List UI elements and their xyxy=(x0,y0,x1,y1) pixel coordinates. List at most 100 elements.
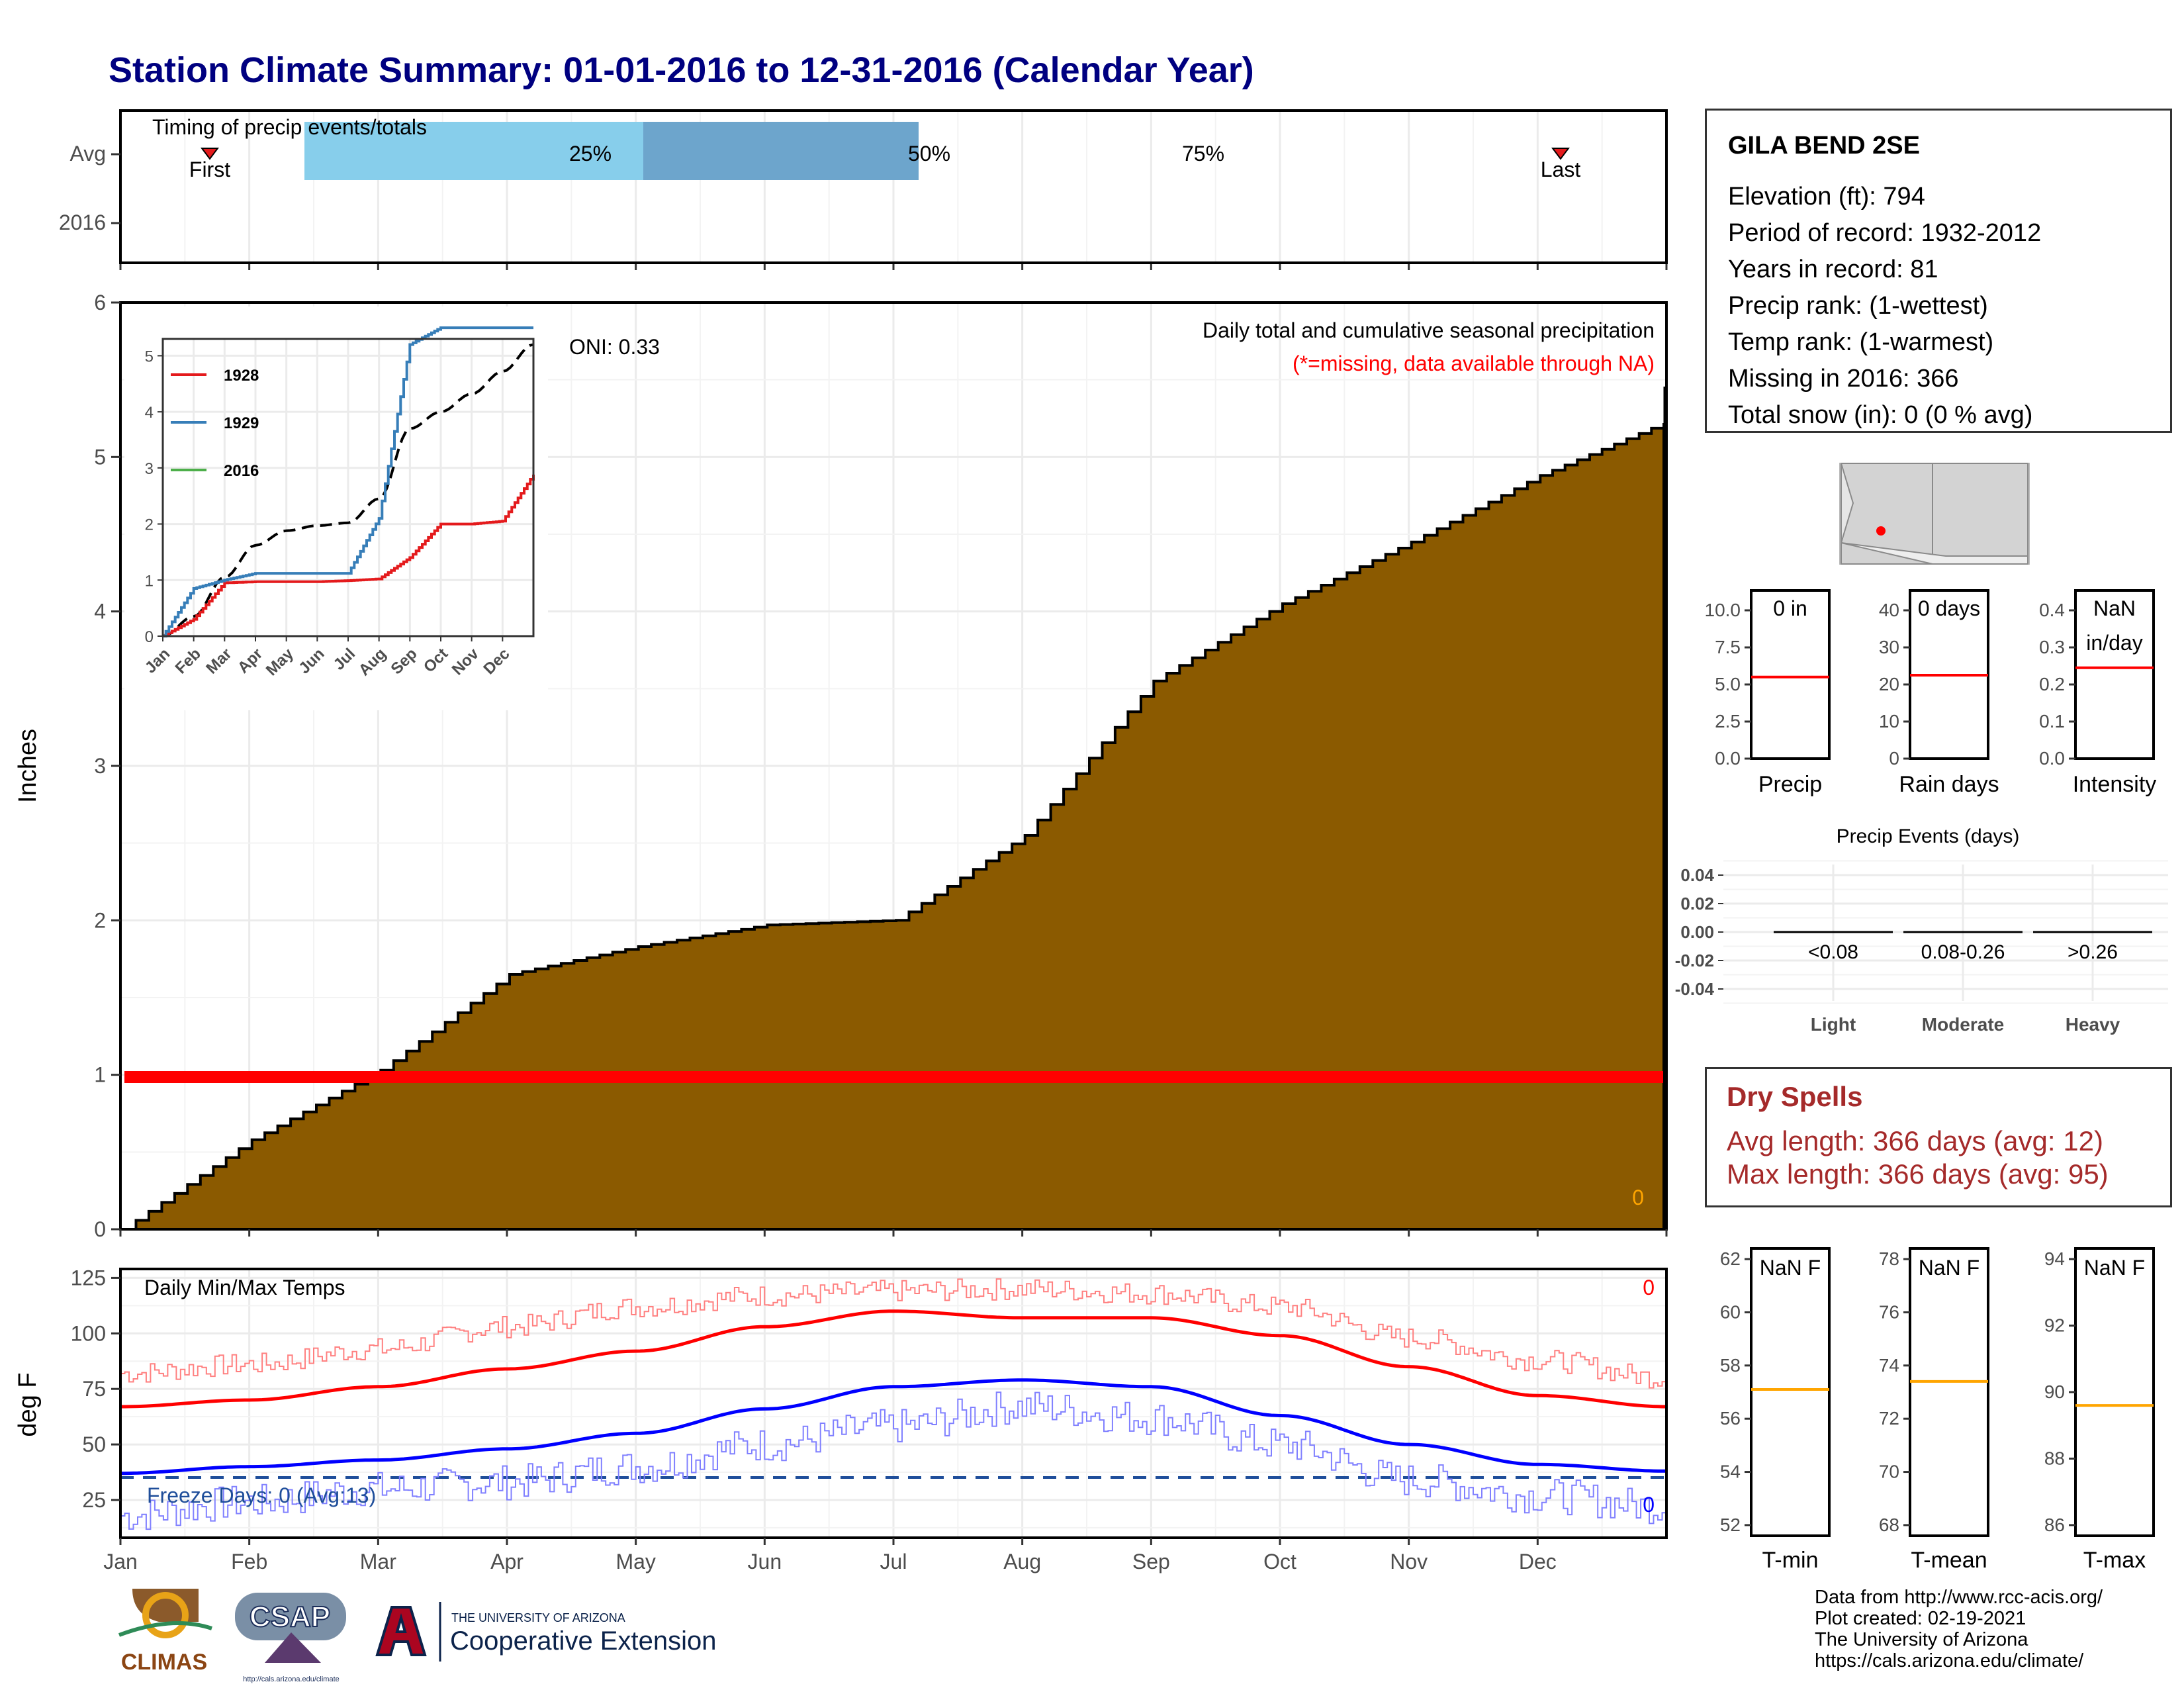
station-info-line: Elevation (ft): 794 xyxy=(1728,183,1925,211)
mini-bar-title: NaN xyxy=(2093,596,2136,620)
temp-caption: Daily Min/Max Temps xyxy=(144,1276,345,1299)
last-label: Last xyxy=(1541,158,1581,181)
precip-ytick-label: 1 xyxy=(94,1063,106,1087)
events-range-label: >0.26 xyxy=(2068,941,2118,963)
precip-events-title: Precip Events (days) xyxy=(1837,825,2020,847)
events-range-label: <0.08 xyxy=(1808,941,1858,963)
map-mexico xyxy=(1841,542,2028,565)
timing-bar-50-75 xyxy=(643,122,919,180)
station-location-marker xyxy=(1876,526,1886,536)
dry-spells-box: Dry Spells Avg length: 366 days (avg: 12… xyxy=(1705,1067,2172,1207)
inset-legend-label: 2016 xyxy=(224,462,259,480)
events-category-label: Light xyxy=(1811,1014,1856,1035)
temp-ytick-label: 25 xyxy=(82,1488,106,1512)
footer-line: Plot created: 02-19-2021 xyxy=(1815,1608,2026,1629)
precip-ytick-label: 4 xyxy=(94,600,106,624)
footer-line: https://cals.arizona.edu/climate/ xyxy=(1815,1650,2084,1671)
station-info-line: Period of record: 1932-2012 xyxy=(1728,219,2042,247)
precip-zero-label: 0 xyxy=(1632,1186,1644,1209)
precip-events-panel: Precip Events (days) 0.04 0.02 0.00 -0.02 -0… xyxy=(1675,825,2168,1035)
temp-month-label: Apr xyxy=(490,1550,523,1573)
avg-min-line xyxy=(120,1378,1666,1476)
inset-legend-label: 1929 xyxy=(224,414,259,432)
ua-a-icon xyxy=(375,1606,427,1656)
mini-bar-frame xyxy=(1750,589,1831,760)
temp-month-label: Jun xyxy=(748,1550,782,1573)
temp-ytick-label: 125 xyxy=(71,1266,106,1289)
temp-bar-frame xyxy=(1750,1247,1831,1537)
ua-logo: THE UNIVERSITY OF ARIZONA Cooperative Ex… xyxy=(375,1602,716,1662)
csap-text: CSAP xyxy=(250,1601,330,1633)
temp-month-label: Dec xyxy=(1519,1550,1557,1573)
temp-bar-tick-label: 68 xyxy=(1879,1515,1899,1535)
pct-50-label: 50% xyxy=(908,142,950,165)
temp-bar-tick-label: 70 xyxy=(1879,1462,1899,1482)
temp-bar-xlabel: T-max xyxy=(2083,1548,2146,1573)
precip-ytick-label: 3 xyxy=(94,754,106,778)
mini-bar-tick-label: 10 xyxy=(1879,711,1899,731)
temp-month-label: Jul xyxy=(880,1550,907,1573)
pct-75-label: 75% xyxy=(1182,142,1224,165)
temp-panel: 25 50 75 100 125 Jan Feb Mar Apr May Jun Jul Aug Sep… xyxy=(14,1266,1668,1573)
temp-bar-tick-label: 56 xyxy=(1720,1408,1741,1429)
precip-ylabel: Inches xyxy=(14,729,42,803)
temp-bar-title: NaN F xyxy=(1760,1256,1821,1280)
map-state-nm xyxy=(1932,463,2028,565)
record-min-line xyxy=(120,1391,1667,1530)
first-label: First xyxy=(189,158,230,181)
temp-ytick-label: 75 xyxy=(82,1377,106,1401)
station-info-lines: Elevation (ft): 794 Period of record: 193… xyxy=(1728,179,2170,434)
precip-ytick-label: 6 xyxy=(94,291,106,314)
timing-bar-25-50 xyxy=(304,122,643,180)
mini-bar-title: in/day xyxy=(2086,631,2142,655)
mini-bar-tick-label: 0.1 xyxy=(2039,711,2065,731)
events-category-label: Heavy xyxy=(2066,1014,2120,1035)
dry-spells-max: Max length: 366 days (avg: 95) xyxy=(1727,1158,2109,1190)
temp-bar-title: NaN F xyxy=(2084,1256,2145,1280)
max-count-label: 0 xyxy=(1643,1276,1655,1299)
temp-bar-tick-label: 78 xyxy=(1879,1248,1899,1269)
temp-bar-tick-label: 76 xyxy=(1879,1301,1899,1322)
station-info-line: Total snow (in): 0 (0 % avg) xyxy=(1728,401,2033,429)
inset-series-1929 xyxy=(163,326,533,637)
inset-ytick-label: 1 xyxy=(145,572,154,590)
temp-month-label: May xyxy=(615,1550,655,1573)
missing-note: (*=missing, data available through NA) xyxy=(1293,352,1655,375)
temp-month-label: Nov xyxy=(1390,1550,1428,1573)
precip-ytick-label: 2 xyxy=(94,908,106,932)
mini-bar-tick-label: 30 xyxy=(1879,637,1899,657)
temp-bar-tick-label: 58 xyxy=(1720,1355,1741,1376)
mini-bar-tick-label: 0.3 xyxy=(2039,637,2065,657)
temp-bar-tick-label: 52 xyxy=(1720,1515,1741,1535)
temp-month-label: Jan xyxy=(103,1550,138,1573)
ua-small-text: THE UNIVERSITY OF ARIZONA xyxy=(451,1611,625,1624)
temp-ytick-label: 100 xyxy=(71,1321,106,1345)
inset-ytick-label: 3 xyxy=(145,460,154,478)
footer-line: Data from http://www.rcc-acis.org/ xyxy=(1815,1587,2103,1608)
precip-caption: Daily total and cumulative seasonal prec… xyxy=(1203,318,1655,342)
mini-bar-xlabel: Intensity xyxy=(2073,772,2157,797)
station-info-line: Years in record: 81 xyxy=(1728,256,1938,283)
precip-ytick-label: 0 xyxy=(94,1217,106,1241)
climas-text: CLIMAS xyxy=(121,1650,207,1675)
record-max-line xyxy=(120,1278,1667,1389)
inset-ytick-label: 0 xyxy=(145,628,154,646)
temp-bar-tick-label: 72 xyxy=(1879,1408,1899,1429)
mini-bar-tick-label: 10.0 xyxy=(1705,600,1741,620)
mini-bar-xlabel: Precip xyxy=(1758,772,1822,797)
temp-bar-tick-label: 90 xyxy=(2044,1382,2065,1402)
inset-ytick-label: 2 xyxy=(145,516,154,534)
inset-series-1928 xyxy=(163,475,535,637)
temp-bar-tick-label: 62 xyxy=(1720,1248,1741,1269)
temp-bar-frame xyxy=(1909,1247,1989,1537)
events-ytick-label: 0.02 xyxy=(1680,894,1714,914)
temp-bar-tick-label: 54 xyxy=(1720,1462,1741,1482)
mini-bar-tick-label: 0.0 xyxy=(1715,748,1741,769)
timing-avg-label: Avg xyxy=(69,142,106,165)
last-marker-icon xyxy=(1551,148,1570,160)
temp-bar-xlabel: T-min xyxy=(1762,1548,1819,1573)
timing-frame xyxy=(119,109,1668,264)
mini-bar-title: 0 in xyxy=(1773,596,1807,620)
